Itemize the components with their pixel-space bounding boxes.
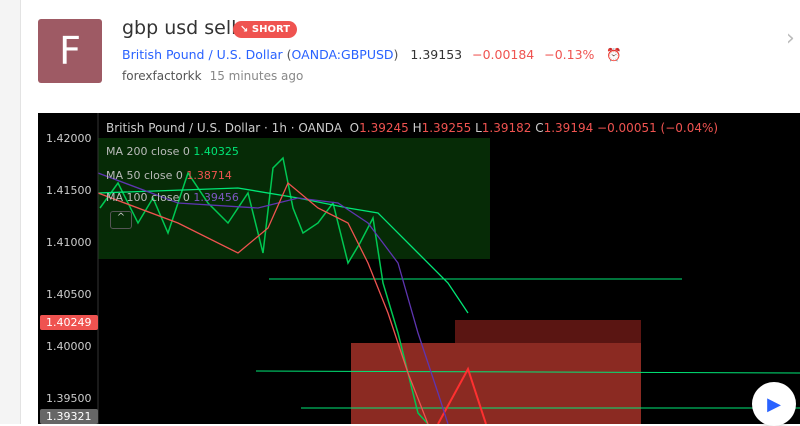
ma-100-legend: MA 100 close 0 1.39456 — [106, 191, 239, 204]
badge-label: SHORT — [251, 24, 291, 35]
left-sidebar — [0, 0, 21, 424]
price-change: −0.00184 — [472, 47, 535, 62]
triangle-drawing — [437, 366, 487, 424]
symbol-link[interactable]: British Pound / U.S. Dollar — [122, 47, 283, 62]
price-tick: 1.42000 — [46, 132, 92, 145]
play-icon: ▶ — [767, 393, 781, 415]
idea-title: gbp usd sell — [122, 17, 237, 39]
chart-legend: British Pound / U.S. Dollar · 1h · OANDA… — [106, 121, 719, 135]
arrow-down-right-icon: ↘ — [240, 24, 249, 35]
ma-100-line — [97, 172, 449, 424]
ma-200-legend: MA 200 close 0 1.40325 — [106, 145, 239, 158]
price-tick: 1.41500 — [46, 184, 92, 197]
author-avatar[interactable]: F — [38, 19, 102, 83]
price-tag-red: 1.40249 — [40, 315, 98, 330]
chevron-right-icon[interactable]: › — [786, 26, 795, 51]
price-tick: 1.39500 — [46, 392, 92, 405]
last-price: 1.39153 — [410, 47, 463, 62]
symbol-row: British Pound / U.S. Dollar (OANDA:GBPUS… — [122, 47, 622, 62]
price-chart[interactable]: British Pound / U.S. Dollar · 1h · OANDA… — [38, 113, 800, 424]
price-tick: 1.41000 — [46, 236, 92, 249]
author-name[interactable]: forexfactorkk — [122, 69, 202, 83]
price-tag-gray: 1.39321 — [40, 409, 98, 424]
symbol-code-link[interactable]: OANDA:GBPUSD — [291, 47, 394, 62]
price-tick: 1.40000 — [46, 340, 92, 353]
chart-canvas — [97, 113, 800, 424]
short-badge: ↘ SHORT — [233, 21, 298, 38]
ma-50-line — [97, 181, 429, 424]
horizontal-line — [255, 370, 800, 374]
meta-row: forexfactorkk 15 minutes ago — [122, 69, 303, 83]
post-time: 15 minutes ago — [209, 69, 304, 83]
alarm-clock-add-icon[interactable]: ⏰ — [606, 47, 622, 62]
price-change-pct: −0.13% — [544, 47, 595, 62]
red-zone-lower — [351, 343, 641, 424]
collapse-legend-button[interactable]: ^ — [110, 211, 132, 229]
ma-200-line — [97, 187, 469, 314]
ma-50-legend: MA 50 close 0 1.38714 — [106, 169, 232, 182]
price-tick: 1.40500 — [46, 288, 92, 301]
play-button[interactable]: ▶ — [752, 382, 796, 426]
